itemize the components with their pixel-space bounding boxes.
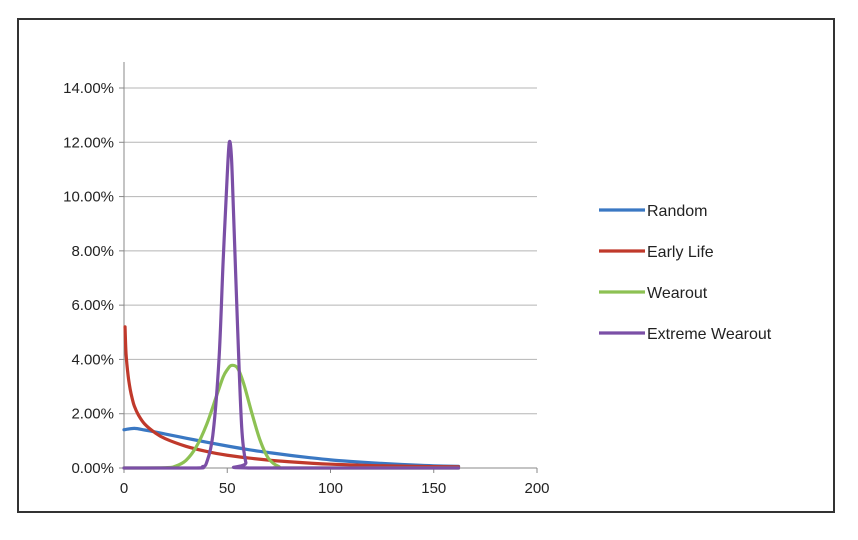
- series-line-extreme-wearout: [122, 139, 461, 470]
- gridlines: [124, 87, 537, 415]
- x-tick-label: 0: [120, 480, 128, 497]
- x-tick-label: 100: [318, 480, 343, 497]
- y-tick-label: 12.00%: [63, 134, 114, 151]
- x-tick-label: 150: [421, 480, 446, 497]
- y-tick-label: 14.00%: [63, 80, 114, 97]
- legend-label-early-life: Early Life: [647, 244, 714, 261]
- y-tick-label: 10.00%: [63, 189, 114, 206]
- chart-frame: 0.00% 2.00% 4.00% 6.00% 8.00% 10.00% 12.00% 14.…: [17, 18, 835, 513]
- y-tick-label: 8.00%: [71, 243, 114, 260]
- series-line-wearout: [122, 363, 461, 470]
- legend-label-random: Random: [647, 203, 707, 220]
- series-lines: [122, 139, 461, 470]
- y-tick-label: 2.00%: [71, 406, 114, 423]
- x-tick-label: 50: [219, 480, 236, 497]
- x-tick-label: 200: [524, 480, 549, 497]
- legend-label-extreme-wearout: Extreme Wearout: [647, 326, 772, 343]
- y-tick-label: 4.00%: [71, 351, 114, 368]
- legend-label-wearout: Wearout: [647, 285, 708, 302]
- series-line-early-life: [123, 325, 461, 469]
- line-chart: 0.00% 2.00% 4.00% 6.00% 8.00% 10.00% 12.00% 14.…: [63, 62, 772, 497]
- axes: 0.00% 2.00% 4.00% 6.00% 8.00% 10.00% 12.00% 14.…: [63, 62, 550, 497]
- y-tick-label: 0.00%: [71, 460, 114, 477]
- legend: Random Early Life Wearout Extreme Wearout: [599, 203, 772, 343]
- y-tick-label: 6.00%: [71, 297, 114, 314]
